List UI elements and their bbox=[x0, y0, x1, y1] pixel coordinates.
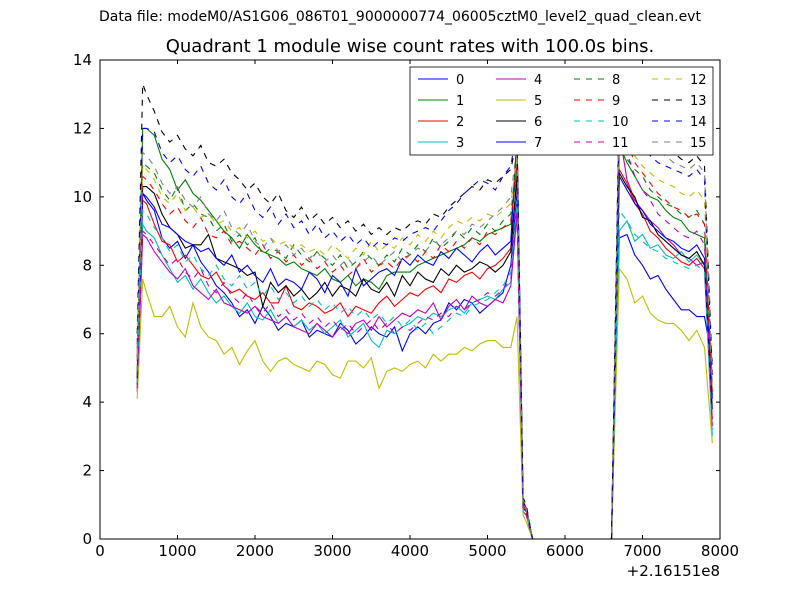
legend-label-11: 11 bbox=[612, 136, 629, 151]
series-line-4 bbox=[136, 131, 713, 539]
legend-label-0: 0 bbox=[456, 73, 464, 88]
legend-label-15: 15 bbox=[690, 136, 707, 151]
series-line-8 bbox=[136, 143, 713, 539]
series-line-11 bbox=[136, 114, 713, 539]
y-tick-label: 6 bbox=[82, 325, 92, 343]
y-tick-label: 4 bbox=[82, 393, 92, 411]
legend-label-5: 5 bbox=[534, 94, 542, 109]
series-line-13 bbox=[136, 83, 713, 539]
series-line-5 bbox=[136, 267, 713, 539]
series-line-3 bbox=[136, 207, 713, 539]
series-line-10 bbox=[136, 200, 713, 539]
y-tick-label: 12 bbox=[73, 119, 92, 137]
legend-box bbox=[409, 66, 714, 156]
legend-label-3: 3 bbox=[456, 136, 464, 151]
x-tick-label: 1000 bbox=[158, 542, 196, 560]
legend-label-7: 7 bbox=[534, 136, 542, 151]
legend-label-1: 1 bbox=[456, 94, 464, 109]
y-tick-label: 10 bbox=[73, 188, 92, 206]
series-line-7 bbox=[136, 135, 713, 539]
x-tick-label: 2000 bbox=[236, 542, 274, 560]
x-tick-label: 8000 bbox=[701, 542, 739, 560]
legend-label-12: 12 bbox=[690, 73, 707, 88]
legend-label-9: 9 bbox=[612, 94, 620, 109]
x-tick-label: 4000 bbox=[391, 542, 429, 560]
x-tick-label: 0 bbox=[95, 542, 105, 560]
x-tick-label: 3000 bbox=[313, 542, 351, 560]
legend-label-8: 8 bbox=[612, 73, 620, 88]
legend-label-4: 4 bbox=[534, 73, 542, 88]
series-line-0 bbox=[136, 191, 713, 539]
legend-label-10: 10 bbox=[612, 115, 629, 130]
y-tick-label: 2 bbox=[82, 462, 92, 480]
y-tick-label: 14 bbox=[73, 51, 92, 69]
figure-suptitle: Data file: modeM0/AS1G06_086T01_90000007… bbox=[99, 9, 701, 25]
x-tick-label: 6000 bbox=[546, 542, 584, 560]
chart-title: Quadrant 1 module wise count rates with … bbox=[165, 36, 655, 57]
y-tick-label: 8 bbox=[82, 256, 92, 274]
x-tick-label: 7000 bbox=[623, 542, 661, 560]
axis-ticks: 0 1000 2000 3000 4000 5000 6000 7000 80000246810… bbox=[73, 51, 739, 580]
legend-label-13: 13 bbox=[690, 94, 707, 109]
legend-label-6: 6 bbox=[534, 115, 542, 130]
series-layer bbox=[136, 83, 713, 539]
x-offset-label: +2.16151e8 bbox=[627, 562, 720, 580]
series-line-9 bbox=[136, 118, 713, 539]
legend-label-14: 14 bbox=[690, 115, 707, 130]
y-tick-label: 0 bbox=[82, 530, 92, 548]
x-tick-label: 5000 bbox=[468, 542, 506, 560]
legend-label-2: 2 bbox=[456, 115, 464, 130]
series-line-15 bbox=[136, 95, 713, 539]
